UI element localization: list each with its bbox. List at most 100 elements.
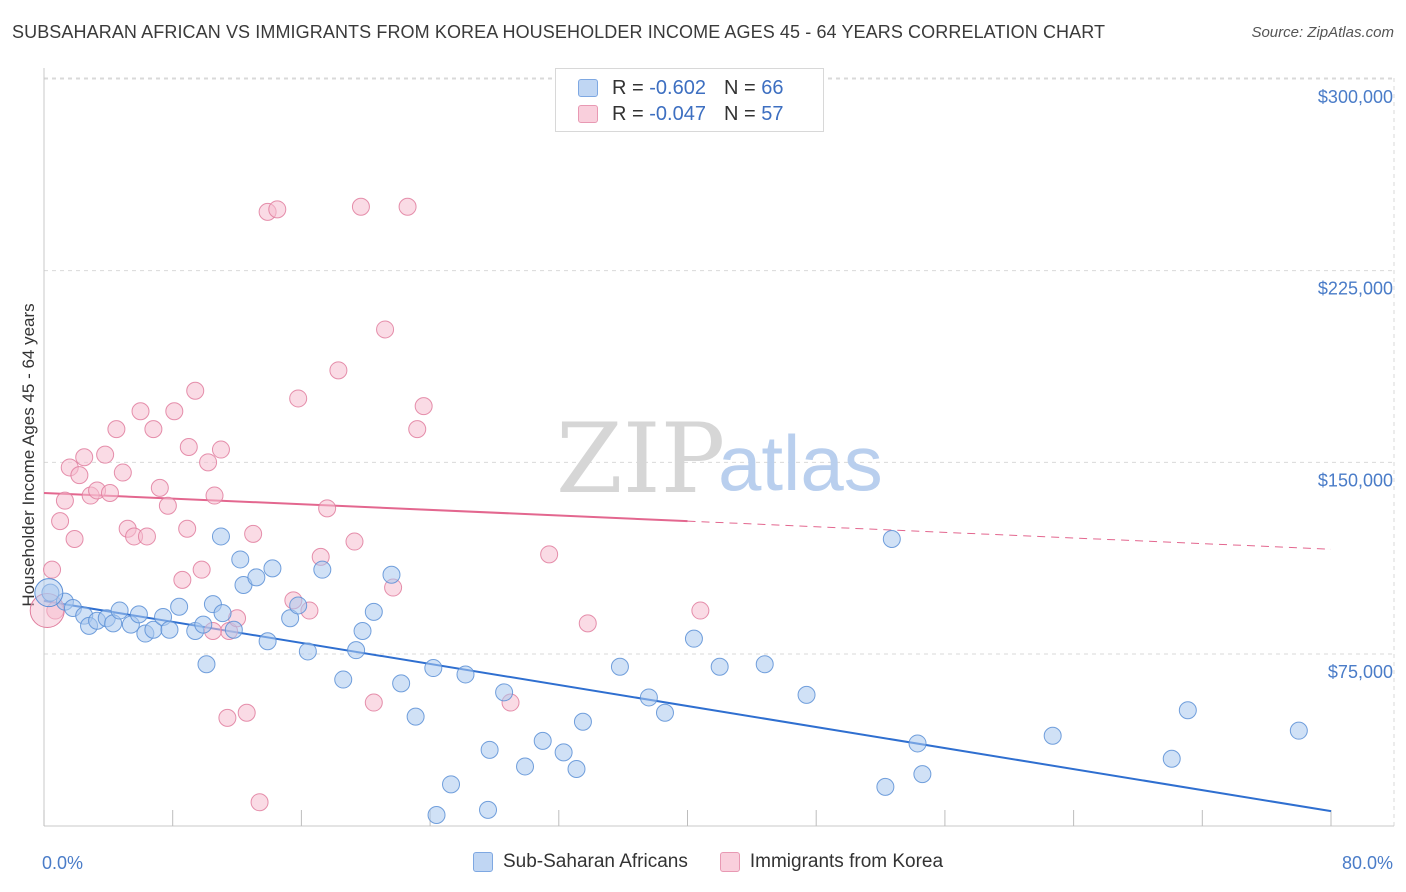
data-point-korea	[131, 402, 150, 421]
y-tick-label: $75,000	[1328, 662, 1393, 682]
trend-line-korea-extension	[687, 520, 1332, 550]
data-point-korea	[211, 440, 230, 459]
data-point-korea	[43, 560, 62, 579]
data-point-subsaharan	[684, 629, 703, 648]
trend-line-korea	[43, 492, 688, 523]
data-point-subsaharan	[610, 657, 629, 676]
data-point-subsaharan	[392, 674, 411, 693]
y-tick-labels: $75,000 $150,000 $225,000 $300,000	[1318, 87, 1393, 682]
legend-label-korea: Immigrants from Korea	[749, 851, 944, 872]
data-point-subsaharan	[427, 806, 446, 824]
legend-n-label: N =	[723, 102, 756, 125]
data-point-subsaharan	[908, 734, 927, 753]
data-point-korea	[75, 448, 94, 467]
legend-r-label: R =	[612, 102, 644, 125]
data-point-subsaharan	[353, 622, 372, 640]
data-point-korea	[218, 708, 237, 727]
legend-r-value: -0.047	[649, 102, 706, 125]
data-point-subsaharan	[442, 775, 461, 794]
data-point-subsaharan	[710, 657, 729, 676]
x-tick-label: 0.0%	[42, 853, 83, 873]
legend-row-subsaharan: R = -0.602 N = 66	[578, 75, 783, 101]
x-tick-label: 80.0%	[1342, 853, 1393, 873]
data-point-subsaharan	[211, 527, 230, 546]
data-point-korea	[107, 420, 126, 439]
data-point-korea	[540, 545, 559, 564]
data-point-korea	[691, 601, 710, 620]
data-point-korea	[250, 793, 269, 812]
watermark-atlas: atlas	[718, 419, 883, 507]
legend-item-subsaharan: Sub-Saharan Africans	[473, 851, 688, 873]
data-point-korea	[51, 512, 70, 531]
data-point-subsaharan	[882, 530, 901, 548]
data-point-subsaharan	[247, 568, 266, 587]
data-point-subsaharan	[160, 620, 179, 639]
legend-r-label: R =	[612, 76, 644, 99]
data-point-subsaharan	[224, 620, 243, 639]
data-point-subsaharan	[406, 707, 425, 726]
legend-n-label: N =	[723, 76, 756, 99]
data-point-subsaharan	[298, 642, 317, 661]
data-point-korea	[70, 466, 89, 485]
correlation-legend: R = -0.602 N = 66 R = -0.047 N = 57	[555, 68, 824, 132]
data-point-korea	[199, 453, 218, 472]
data-point-subsaharan	[797, 685, 816, 704]
watermark: ZIP atlas	[556, 403, 883, 515]
data-point-subsaharan	[1178, 701, 1197, 720]
data-point-subsaharan	[495, 683, 514, 702]
legend-swatch-pink	[578, 105, 598, 123]
series-subsaharan-points	[34, 527, 1308, 824]
data-point-korea	[55, 491, 74, 510]
data-point-subsaharan	[1289, 721, 1308, 740]
data-point-subsaharan	[313, 560, 332, 579]
data-point-korea	[113, 463, 132, 482]
data-point-korea	[237, 703, 256, 722]
data-point-subsaharan	[424, 659, 443, 678]
data-point-subsaharan	[913, 765, 932, 784]
data-point-korea	[268, 200, 287, 219]
data-point-subsaharan	[655, 703, 674, 722]
data-point-korea	[178, 519, 197, 538]
data-point-subsaharan	[170, 597, 189, 616]
data-point-korea	[137, 527, 156, 546]
data-point-subsaharan	[1162, 749, 1181, 768]
x-tick-labels: 0.0% 80.0%	[42, 853, 1393, 873]
legend-item-korea: Immigrants from Korea	[719, 851, 944, 873]
data-point-subsaharan	[231, 550, 250, 569]
data-point-subsaharan	[347, 641, 366, 660]
series-legend: Sub-Saharan Africans Immigrants from Kor…	[473, 851, 975, 873]
data-point-korea	[173, 570, 192, 589]
legend-swatch-blue	[578, 79, 598, 97]
data-point-subsaharan	[129, 605, 148, 624]
data-point-korea	[144, 420, 163, 439]
chart-title: SUBSAHARAN AFRICAN VS IMMIGRANTS FROM KO…	[12, 22, 1106, 42]
data-point-korea	[186, 381, 205, 400]
y-tick-label: $225,000	[1318, 279, 1393, 299]
data-point-subsaharan	[110, 601, 129, 620]
data-point-subsaharan	[194, 615, 213, 634]
data-point-subsaharan	[281, 609, 300, 628]
data-point-korea	[345, 532, 364, 551]
data-point-korea	[205, 486, 224, 505]
legend-n-value: 66	[761, 76, 784, 99]
data-point-korea	[100, 484, 119, 502]
data-point-korea	[158, 496, 177, 515]
trend-lines	[43, 492, 1332, 813]
data-point-korea	[318, 499, 337, 518]
y-tick-label: $300,000	[1318, 87, 1393, 107]
source-label: Source: ZipAtlas.com	[1251, 24, 1394, 41]
data-point-subsaharan	[334, 670, 353, 689]
data-point-subsaharan	[197, 655, 216, 674]
data-point-subsaharan	[639, 688, 658, 707]
data-point-subsaharan	[480, 740, 499, 759]
data-point-korea	[289, 389, 308, 408]
data-point-subsaharan	[516, 757, 535, 776]
legend-r-value: -0.602	[649, 76, 706, 99]
data-point-korea	[578, 614, 597, 633]
data-point-subsaharan	[479, 800, 498, 819]
data-point-korea	[414, 397, 433, 416]
data-point-korea	[244, 524, 263, 543]
legend-n-value: 57	[761, 102, 784, 125]
legend-swatch-blue	[473, 852, 493, 872]
